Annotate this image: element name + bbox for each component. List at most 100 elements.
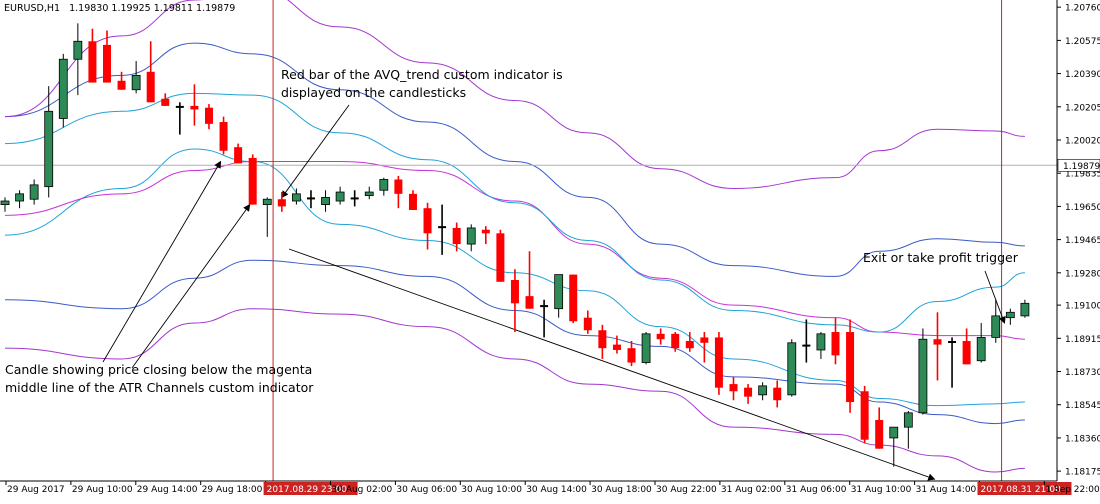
chart-header: EURUSD,H1 1.19830 1.19925 1.19811 1.1987… (4, 2, 235, 15)
band-line (4, 259, 1025, 425)
candle (29, 179, 39, 205)
candle-body (758, 385, 768, 396)
candle-body (44, 110, 54, 188)
annotation-arrows (102, 104, 1006, 481)
candle (540, 299, 549, 338)
candle (234, 143, 243, 164)
y-tick-label: 1.18360 (1065, 434, 1100, 444)
candle-body (88, 41, 97, 83)
candle-body (452, 227, 461, 245)
y-tick-label: 1.19100 (1065, 302, 1100, 312)
candle (350, 190, 359, 207)
y-tick-label: 1.18175 (1065, 468, 1100, 478)
candle-body (612, 344, 621, 350)
candle-body (219, 122, 228, 151)
candle-body (1020, 302, 1030, 317)
candle-body (117, 80, 126, 90)
y-tick-label: 1.20020 (1065, 136, 1100, 146)
candle (306, 190, 315, 209)
x-tick-label: 29 Aug 14:00 (137, 485, 198, 495)
y-tick-label: 1.19650 (1065, 203, 1100, 213)
candle (918, 328, 928, 415)
candle-body (525, 296, 534, 309)
candle-body (802, 344, 811, 347)
candle (466, 224, 476, 252)
candle-body (1005, 311, 1015, 319)
candle-body (15, 193, 24, 202)
candle (525, 251, 534, 309)
y-tick-label: 1.18915 (1065, 335, 1100, 345)
candle-body (234, 147, 243, 164)
candle (860, 385, 869, 444)
candle-body (962, 341, 971, 365)
annotation-arrow (131, 203, 251, 369)
candle-body (335, 191, 345, 202)
candle-body (438, 226, 447, 229)
candle (438, 204, 447, 255)
candle (481, 226, 490, 245)
candle (394, 175, 403, 209)
candlesticks (0, 23, 1030, 467)
candle (131, 61, 141, 94)
candle-body (204, 107, 213, 124)
band-line (4, 92, 1025, 333)
candle-body (773, 387, 782, 401)
candle (933, 312, 942, 381)
x-tick-label: 30 Aug 06:00 (396, 485, 457, 495)
candle-body (58, 58, 68, 119)
x-tick-label: 2017.08.29 23:00 (267, 485, 348, 495)
candle-body (321, 197, 330, 206)
x-tick-label: 31 Aug 14:00 (916, 485, 977, 495)
x-tick-label: 1 Sep 22:00 (1045, 485, 1100, 495)
y-tick-label: 1.19465 (1065, 236, 1100, 246)
candle (976, 323, 986, 363)
candle (44, 86, 54, 198)
candle-body (641, 333, 651, 363)
candle (744, 384, 753, 404)
candle-body (175, 105, 184, 108)
candle (962, 328, 971, 365)
candle-body (466, 227, 476, 245)
candle (277, 192, 286, 212)
candle (88, 28, 97, 83)
candle (627, 341, 636, 367)
annotation-line: middle line of the ATR Channels custom i… (5, 380, 314, 395)
candle-body (976, 337, 986, 362)
x-tick-label: 30 Aug 18:00 (591, 485, 652, 495)
band-line (4, 161, 1025, 340)
candle (364, 186, 374, 200)
annotation-line: displayed on the candlesticks (281, 85, 467, 100)
candle-body (598, 330, 607, 349)
annotation-arrow (984, 270, 1006, 324)
candle (408, 190, 417, 210)
candle (73, 23, 83, 96)
candle (773, 380, 782, 408)
candle (554, 274, 564, 318)
band-line (4, 42, 1025, 277)
candle-body (394, 179, 403, 194)
candle (335, 186, 345, 205)
candle-body (291, 193, 301, 202)
candle (321, 190, 330, 212)
candle (291, 188, 301, 205)
candle (452, 222, 461, 252)
chart-header-ohlc: 1.19830 1.19925 1.19811 1.19879 (69, 3, 236, 14)
candle-body (379, 179, 389, 191)
candle (175, 102, 184, 135)
candle (1005, 308, 1015, 325)
candle (656, 328, 665, 345)
candle (948, 337, 957, 388)
x-tick-label: 30 Aug 14:00 (526, 485, 587, 495)
annotation-arrow (102, 160, 222, 363)
annotation-exit-trigger: Exit or take profit trigger (863, 249, 1018, 267)
candle-body (131, 74, 141, 91)
annotation-avq-trend: Red bar of the AVQ_trend custom indicato… (281, 66, 563, 102)
candle-body (262, 198, 272, 206)
candle-body (656, 333, 665, 340)
candle-body (831, 332, 840, 356)
y-tick-label: 1.19835 (1065, 170, 1100, 180)
candle (991, 299, 1001, 343)
x-tick-label: 30 Aug 02:00 (332, 485, 393, 495)
x-tick-label: 2017.08.31 21:00 (981, 485, 1062, 495)
